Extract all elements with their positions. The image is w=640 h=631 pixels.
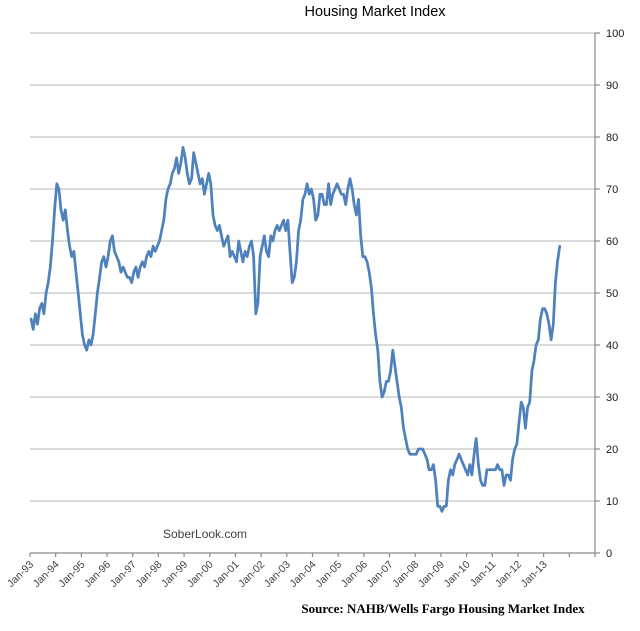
x-tick-label: Jan-93 (5, 559, 36, 590)
x-tick-label: Jan-95 (56, 559, 87, 590)
x-tick-label: Jan-12 (493, 559, 524, 590)
y-tick-label: 60 (606, 236, 618, 248)
source-caption: Source: NAHB/Wells Fargo Housing Market … (301, 601, 585, 616)
y-tick-label: 70 (606, 184, 618, 196)
y-tick-label: 0 (606, 548, 612, 560)
x-tick-label: Jan-94 (31, 559, 62, 590)
x-tick-label: Jan-13 (519, 559, 550, 590)
x-tick-label: Jan-07 (364, 559, 395, 590)
x-tick-label: Jan-11 (468, 559, 499, 590)
x-tick-label: Jan-00 (185, 559, 216, 590)
x-tick-label: Jan-97 (108, 559, 139, 590)
x-axis-ticks (29, 553, 596, 557)
x-tick-label: Jan-05 (313, 559, 344, 590)
x-tick-label: Jan-98 (133, 559, 164, 590)
chart-title: Housing Market Index (304, 4, 446, 20)
hmi-series-line (29, 146, 562, 513)
x-tick-label: Jan-06 (339, 559, 370, 590)
x-tick-label: Jan-01 (210, 559, 241, 590)
x-tick-label: Jan-96 (82, 559, 113, 590)
y-tick-label: 30 (606, 392, 618, 404)
x-tick-label: Jan-10 (442, 559, 473, 590)
y-tick-label: 80 (606, 132, 618, 144)
x-tick-label: Jan-08 (390, 559, 421, 590)
soberlook-watermark: SoberLook.com (163, 527, 248, 541)
x-tick-label: Jan-09 (416, 559, 447, 590)
x-tick-label: Jan-02 (236, 559, 267, 590)
y-tick-label: 50 (606, 288, 618, 300)
y-tick-label: 40 (606, 340, 618, 352)
y-tick-label: 90 (606, 80, 618, 92)
x-tick-label: Jan-03 (262, 559, 293, 590)
y-tick-label: 100 (606, 28, 624, 40)
gridlines (30, 32, 595, 502)
x-axis-labels: Jan-93Jan-94Jan-95Jan-96Jan-97Jan-98Jan-… (5, 559, 550, 590)
x-tick-label: Jan-99 (159, 559, 190, 590)
y-tick-label: 20 (606, 444, 618, 456)
x-tick-label: Jan-04 (287, 559, 318, 590)
y-tick-label: 10 (606, 496, 618, 508)
y-axis-labels: 0 10 20 30 40 50 60 70 80 90 100 (595, 28, 624, 560)
